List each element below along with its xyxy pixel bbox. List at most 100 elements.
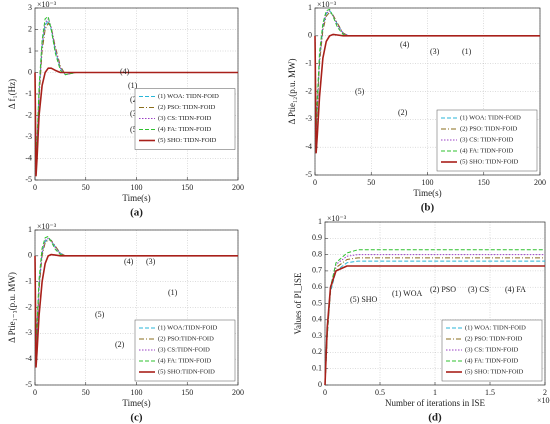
y-axis-label: Δ Ptie₁₋₃(p.u. MW) bbox=[7, 272, 17, 343]
y-tick-label: 0 bbox=[308, 31, 312, 40]
panel-label: (c) bbox=[130, 412, 143, 424]
y-axis-label: Δ f₁(Hz) bbox=[7, 79, 17, 109]
legend-label: (1) WOA: TIDN-FOID bbox=[158, 93, 219, 100]
x-tick-label: 0 bbox=[33, 183, 37, 192]
series-line bbox=[324, 260, 545, 386]
y-axis-label: Values of PI_ISE bbox=[293, 272, 303, 334]
y-exponent: ×10⁻³ bbox=[37, 0, 57, 9]
series-line bbox=[34, 16, 238, 170]
y-tick-label: -2 bbox=[25, 110, 32, 119]
legend-label: (4) FA: TIDN-FOID bbox=[158, 126, 212, 133]
x-axis-label: Time(s) bbox=[413, 188, 441, 198]
x-tick-label: 1.5 bbox=[485, 388, 495, 397]
y-tick-label: 0.8 bbox=[312, 249, 322, 258]
y-tick-label: 0.6 bbox=[312, 282, 322, 291]
series-line bbox=[34, 67, 238, 177]
legend-label: (4) FA: TIDN-FOID bbox=[465, 357, 519, 364]
annotation: (5) bbox=[355, 87, 365, 96]
legend-label: (5) SHO: TIDN-FOID bbox=[460, 158, 519, 165]
legend-label: (2) PSO: TIDN-FOID bbox=[460, 125, 518, 132]
y-tick-label: 0.5 bbox=[312, 298, 322, 307]
y-tick-label: -3 bbox=[305, 114, 312, 123]
annotation: (4) bbox=[120, 67, 130, 76]
legend-label: (2) PSO: TIDN-FOID bbox=[158, 104, 216, 111]
x-tick-label: 150 bbox=[181, 183, 193, 192]
y-tick-label: 0.2 bbox=[312, 347, 322, 356]
legend-label: (4) FA: TIDN-FOID bbox=[158, 357, 212, 364]
series-line bbox=[34, 20, 238, 172]
annotation: (5) SHO bbox=[350, 295, 378, 304]
annotation: (2) PSO bbox=[430, 285, 456, 294]
annotation: (5) bbox=[95, 310, 105, 319]
y-tick-label: 0 bbox=[28, 67, 32, 76]
y-exponent: ×10⁻³ bbox=[327, 214, 347, 223]
x-tick-label: 100 bbox=[131, 183, 143, 192]
panel-label: (a) bbox=[130, 207, 143, 219]
y-tick-label: 0.1 bbox=[312, 364, 322, 373]
y-tick-label: -4 bbox=[25, 354, 32, 363]
series-line bbox=[314, 33, 540, 154]
series-line bbox=[314, 10, 540, 131]
legend-label: (1) WOA: TIDN-FOID bbox=[460, 114, 521, 121]
y-tick-label: -3 bbox=[25, 132, 32, 141]
plot-frame bbox=[324, 221, 546, 386]
x-tick-label: 200 bbox=[232, 183, 244, 192]
annotation: (3) bbox=[430, 47, 440, 56]
y-tick-label: 1 bbox=[308, 3, 312, 12]
y-tick-label: 1 bbox=[28, 225, 32, 234]
legend-label: (1) WOA:TIDN-FOID bbox=[158, 324, 218, 331]
x-tick-label: 50 bbox=[82, 183, 90, 192]
y-tick-label: -1 bbox=[305, 58, 312, 67]
legend-label: (5) SHO:TIDN-FOID bbox=[158, 368, 215, 375]
legend-label: (3) CS: TIDN-FOID bbox=[460, 136, 514, 143]
x-tick-label: 2 bbox=[543, 388, 547, 397]
legend-label: (3) CS: TIDN-FOID bbox=[158, 115, 212, 122]
y-tick-label: -4 bbox=[25, 153, 32, 162]
annotation: (1) bbox=[128, 81, 138, 90]
y-tick-label: 0 bbox=[318, 380, 322, 389]
y-exponent: ×10⁻³ bbox=[37, 222, 57, 231]
x-tick-label: 100 bbox=[131, 388, 143, 397]
legend-label: (3) CS: TIDN-FOID bbox=[465, 346, 519, 353]
annotation: (3) bbox=[146, 257, 156, 266]
y-tick-label: -5 bbox=[25, 380, 32, 389]
x-tick-label: 0 bbox=[33, 388, 37, 397]
x-tick-label: 200 bbox=[232, 388, 244, 397]
x-tick-label: 50 bbox=[82, 388, 90, 397]
annotation: (4) bbox=[124, 257, 134, 266]
annotation: (1) WOA bbox=[392, 289, 423, 298]
y-tick-label: -1 bbox=[25, 276, 32, 285]
annotation: (2) bbox=[398, 108, 408, 117]
y-tick-label: 0.3 bbox=[312, 331, 322, 340]
annotation: (2) bbox=[115, 340, 125, 349]
x-tick-label: 150 bbox=[478, 178, 490, 187]
series-line bbox=[34, 253, 238, 368]
annotation: (1) bbox=[462, 47, 472, 56]
annotation: (3) CS bbox=[468, 285, 489, 294]
x-axis-label: Time(s) bbox=[122, 193, 150, 203]
y-tick-label: -2 bbox=[305, 86, 312, 95]
y-tick-label: -3 bbox=[25, 328, 32, 337]
x-tick-label: 200 bbox=[534, 178, 546, 187]
x-axis-label: Time(s) bbox=[122, 398, 150, 408]
y-tick-label: 0.4 bbox=[312, 315, 322, 324]
series-line bbox=[34, 235, 238, 350]
annotation: (4) bbox=[400, 40, 410, 49]
panel-label: (b) bbox=[421, 202, 435, 214]
y-tick-label: 1 bbox=[318, 217, 322, 226]
legend-label: (3) CS:TIDN-FOID bbox=[158, 346, 210, 353]
y-tick-label: 0 bbox=[28, 251, 32, 260]
panel-label: (d) bbox=[428, 412, 442, 424]
annotation: (1) bbox=[168, 288, 178, 297]
y-tick-label: -5 bbox=[25, 175, 32, 184]
y-tick-label: 0.7 bbox=[312, 266, 322, 275]
x-tick-label: 0 bbox=[313, 178, 317, 187]
x-tick-label: 0 bbox=[323, 388, 327, 397]
annotation: (4) FA bbox=[505, 285, 526, 294]
y-exponent: ×10⁻³ bbox=[317, 0, 337, 9]
y-tick-label: 2 bbox=[28, 24, 32, 33]
x-axis-label: Number of iterations in ISE bbox=[385, 398, 485, 408]
x-tick-label: 0.5 bbox=[375, 388, 385, 397]
x-tick-label: 100 bbox=[422, 178, 434, 187]
